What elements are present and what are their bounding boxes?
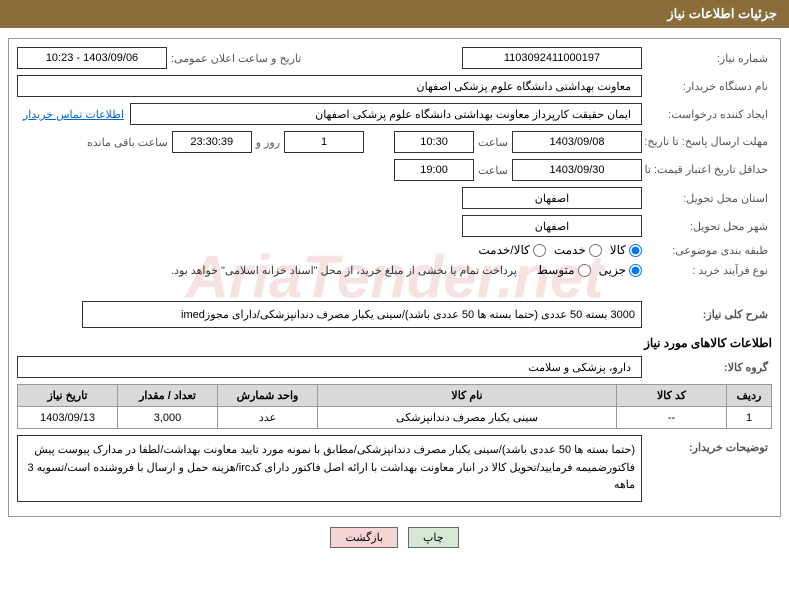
overall-desc-field: 3000 بسته 50 عددی (حتما بسته ها 50 عددی … <box>82 301 642 328</box>
buyer-org-label: نام دستگاه خریدار: <box>642 80 772 93</box>
radio-goods[interactable] <box>629 244 642 257</box>
buyer-notes-label: توضیحات خریدار: <box>642 435 772 454</box>
radio-both-item: کالا/خدمت <box>478 243 545 257</box>
days-count-field: 1 <box>284 131 364 153</box>
radio-both-label: کالا/خدمت <box>478 243 529 257</box>
row-response-deadline: مهلت ارسال پاسخ: تا تاریخ: 1403/09/08 سا… <box>17 131 772 153</box>
row-buyer-notes: توضیحات خریدار: (حتما بسته ها 50 عددی با… <box>17 435 772 502</box>
radio-partial-item: جزیی <box>599 263 642 277</box>
back-button[interactable]: بازگشت <box>330 527 398 548</box>
td-qty: 3,000 <box>118 407 218 429</box>
radio-goods-label: کالا <box>610 243 626 257</box>
delivery-city-field: اصفهان <box>462 215 642 237</box>
row-delivery-city: شهر محل تحویل: اصفهان <box>17 215 772 237</box>
main-form-container: AriaTender.net شماره نیاز: 1103092411000… <box>8 38 781 517</box>
radio-goods-item: کالا <box>610 243 642 257</box>
need-number-label: شماره نیاز: <box>642 52 772 65</box>
goods-group-field: دارو، پزشکی و سلامت <box>17 356 642 378</box>
price-validity-date-field: 1403/09/30 <box>512 159 642 181</box>
row-price-validity: حداقل تاریخ اعتبار قیمت: تا تاریخ: 1403/… <box>17 159 772 181</box>
td-date: 1403/09/13 <box>18 407 118 429</box>
radio-medium-label: متوسط <box>537 263 575 277</box>
th-date: تاریخ نیاز <box>18 385 118 407</box>
buyer-notes-field: (حتما بسته ها 50 عددی باشد)/سینی یکبار م… <box>17 435 642 502</box>
th-row: ردیف <box>727 385 772 407</box>
delivery-province-field: اصفهان <box>462 187 642 209</box>
th-name: نام کالا <box>318 385 617 407</box>
remaining-time-field: 23:30:39 <box>172 131 252 153</box>
days-and-label: روز و <box>252 136 284 149</box>
requester-field: ایمان حقیقت کارپرداز معاونت بهداشتی دانش… <box>130 103 642 125</box>
th-qty: تعداد / مقدار <box>118 385 218 407</box>
row-goods-group: گروه کالا: دارو، پزشکی و سلامت <box>17 356 772 378</box>
purchase-process-label: نوع فرآیند خرید : <box>642 264 772 277</box>
td-code: -- <box>617 407 727 429</box>
radio-partial-label: جزیی <box>599 263 626 277</box>
category-label: طبقه بندی موضوعی: <box>642 244 772 257</box>
radio-medium[interactable] <box>578 264 591 277</box>
page-header: جزئیات اطلاعات نیاز <box>0 0 789 28</box>
button-row: چاپ بازگشت <box>0 527 789 548</box>
process-radio-group: جزیی متوسط <box>537 263 642 277</box>
row-purchase-process: نوع فرآیند خرید : جزیی متوسط پرداخت تمام… <box>17 263 772 277</box>
radio-service-item: خدمت <box>554 243 602 257</box>
row-delivery-province: استان محل تحویل: اصفهان <box>17 187 772 209</box>
response-time-field: 10:30 <box>394 131 474 153</box>
overall-desc-label: شرح کلی نیاز: <box>642 308 772 321</box>
delivery-city-label: شهر محل تحویل: <box>642 220 772 233</box>
goods-table: ردیف کد کالا نام کالا واحد شمارش تعداد /… <box>17 384 772 429</box>
row-overall-desc: شرح کلی نیاز: 3000 بسته 50 عددی (حتما بس… <box>17 301 772 328</box>
row-buyer-org: نام دستگاه خریدار: معاونت بهداشتی دانشگا… <box>17 75 772 97</box>
buyer-contact-link[interactable]: اطلاعات تماس خریدار <box>17 108 130 121</box>
goods-group-label: گروه کالا: <box>642 361 772 374</box>
td-unit: عدد <box>218 407 318 429</box>
need-number-field: 1103092411000197 <box>462 47 642 69</box>
row-requester: ایجاد کننده درخواست: ایمان حقیقت کارپردا… <box>17 103 772 125</box>
response-date-field: 1403/09/08 <box>512 131 642 153</box>
th-code: کد کالا <box>617 385 727 407</box>
row-category: طبقه بندی موضوعی: کالا خدمت کالا/خدمت <box>17 243 772 257</box>
category-radio-group: کالا خدمت کالا/خدمت <box>478 243 642 257</box>
announce-date-field: 1403/09/06 - 10:23 <box>17 47 167 69</box>
buyer-org-field: معاونت بهداشتی دانشگاه علوم پزشکی اصفهان <box>17 75 642 97</box>
requester-label: ایجاد کننده درخواست: <box>642 108 772 121</box>
radio-service[interactable] <box>589 244 602 257</box>
price-validity-label: حداقل تاریخ اعتبار قیمت: تا تاریخ: <box>642 163 772 177</box>
td-name: سینی یکبار مصرف دندانپزشکی <box>318 407 617 429</box>
remaining-label: ساعت باقی مانده <box>83 136 172 149</box>
purchase-note: پرداخت تمام یا بخشی از مبلغ خرید، از محل… <box>171 264 517 277</box>
print-button[interactable]: چاپ <box>408 527 459 548</box>
radio-both[interactable] <box>533 244 546 257</box>
announce-date-label: تاریخ و ساعت اعلان عمومی: <box>167 52 305 65</box>
radio-service-label: خدمت <box>554 243 586 257</box>
row-need-number: شماره نیاز: 1103092411000197 تاریخ و ساع… <box>17 47 772 69</box>
response-deadline-label: مهلت ارسال پاسخ: تا تاریخ: <box>642 135 772 149</box>
table-header-row: ردیف کد کالا نام کالا واحد شمارش تعداد /… <box>18 385 772 407</box>
price-validity-time-field: 19:00 <box>394 159 474 181</box>
table-row: 1 -- سینی یکبار مصرف دندانپزشکی عدد 3,00… <box>18 407 772 429</box>
time-label-2: ساعت <box>474 164 512 177</box>
radio-medium-item: متوسط <box>537 263 591 277</box>
radio-partial[interactable] <box>629 264 642 277</box>
td-row: 1 <box>727 407 772 429</box>
th-unit: واحد شمارش <box>218 385 318 407</box>
page-title: جزئیات اطلاعات نیاز <box>667 6 777 21</box>
delivery-province-label: استان محل تحویل: <box>642 192 772 205</box>
time-label-1: ساعت <box>474 136 512 149</box>
goods-info-title: اطلاعات کالاهای مورد نیاز <box>17 336 772 350</box>
